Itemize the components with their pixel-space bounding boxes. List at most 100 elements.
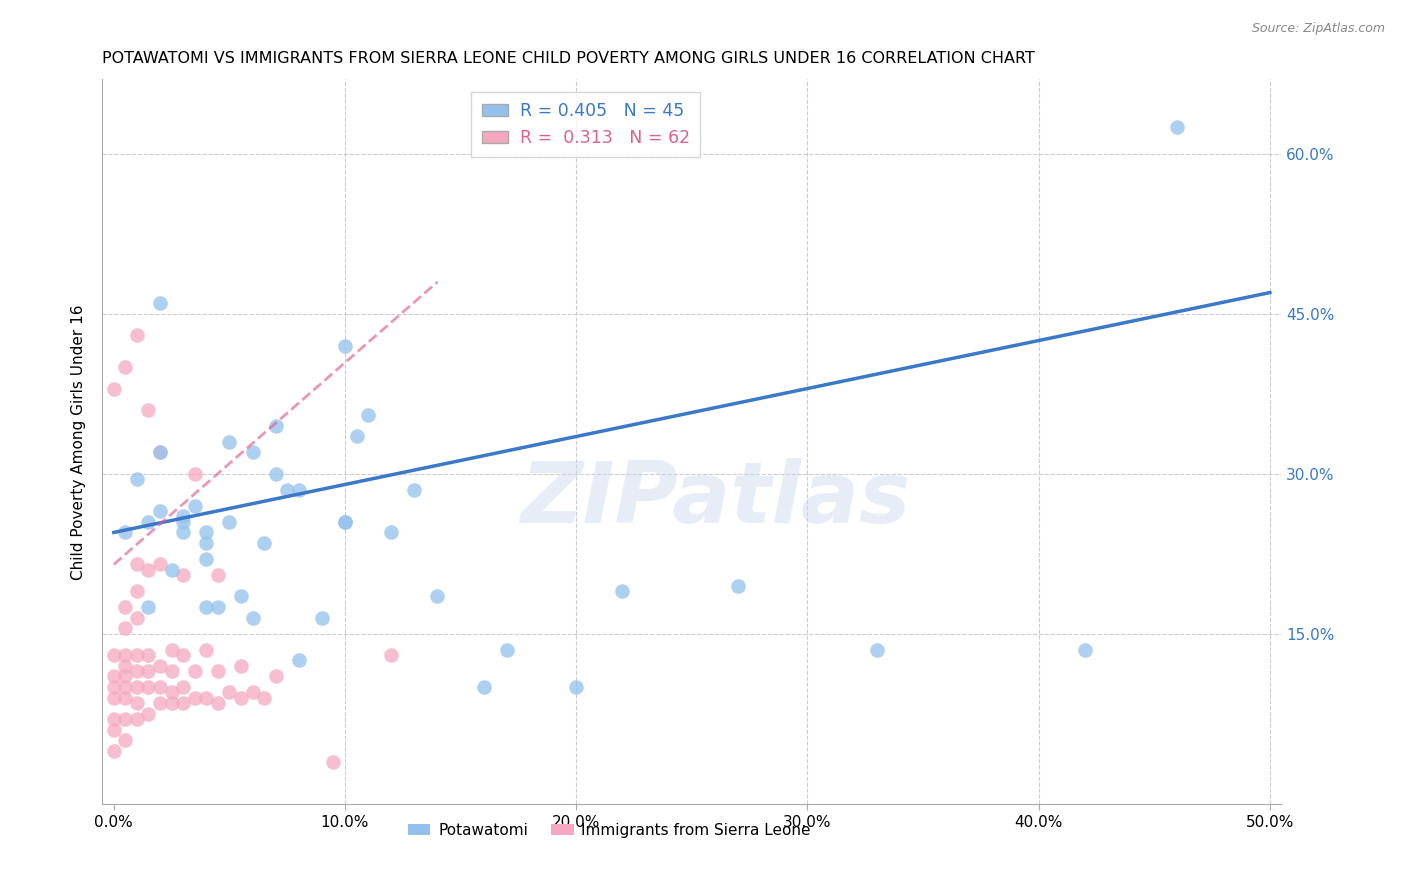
Point [138,648,160,662]
Point [276,483,298,497]
Point [103,690,125,705]
Point [114,733,136,747]
Point [160,664,183,678]
Point [125,611,148,625]
Point [114,658,136,673]
Point [125,558,148,572]
Point [612,584,634,599]
Point [149,296,172,310]
Point [207,568,229,582]
Point [114,648,136,662]
Point [172,696,194,710]
Point [218,515,240,529]
Point [264,467,287,481]
Point [183,664,205,678]
Point [495,642,517,657]
Point [472,680,495,694]
Point [195,536,218,550]
Point [1166,120,1188,135]
Point [172,680,194,694]
Point [183,467,205,481]
Point [287,483,309,497]
Point [114,621,136,635]
Point [183,690,205,705]
Point [242,685,264,699]
Point [1074,642,1097,657]
Point [114,690,136,705]
Point [114,712,136,726]
Point [125,648,148,662]
Point [218,434,240,449]
Point [346,429,368,443]
Point [322,755,344,769]
Point [229,658,252,673]
Point [333,339,356,353]
Point [125,664,148,678]
Y-axis label: Child Poverty Among Girls Under 16: Child Poverty Among Girls Under 16 [72,304,86,580]
Point [103,648,125,662]
Point [149,445,172,459]
Point [565,680,588,694]
Point [149,658,172,673]
Point [195,552,218,566]
Point [264,669,287,683]
Point [287,653,309,667]
Point [138,680,160,694]
Point [172,568,194,582]
Point [103,669,125,683]
Point [114,680,136,694]
Text: POTAWATOMI VS IMMIGRANTS FROM SIERRA LEONE CHILD POVERTY AMONG GIRLS UNDER 16 CO: POTAWATOMI VS IMMIGRANTS FROM SIERRA LEO… [103,51,1035,66]
Point [333,515,356,529]
Point [404,483,426,497]
Point [125,584,148,599]
Point [727,579,749,593]
Point [207,696,229,710]
Point [195,525,218,540]
Point [172,648,194,662]
Text: Source: ZipAtlas.com: Source: ZipAtlas.com [1251,22,1385,36]
Point [103,723,125,737]
Point [125,328,148,343]
Point [114,525,136,540]
Point [229,590,252,604]
Point [195,690,218,705]
Point [866,642,889,657]
Point [242,445,264,459]
Point [357,408,380,422]
Point [149,504,172,518]
Point [125,472,148,486]
Point [229,690,252,705]
Point [103,744,125,758]
Point [242,611,264,625]
Point [160,685,183,699]
Point [125,696,148,710]
Point [160,696,183,710]
Point [114,360,136,375]
Point [138,563,160,577]
Point [149,558,172,572]
Point [311,611,333,625]
Point [138,600,160,615]
Point [114,600,136,615]
Point [253,536,276,550]
Point [253,690,276,705]
Point [103,680,125,694]
Point [195,642,218,657]
Point [426,590,449,604]
Point [125,712,148,726]
Point [380,648,402,662]
Point [103,712,125,726]
Point [333,515,356,529]
Point [172,525,194,540]
Point [149,696,172,710]
Point [264,418,287,433]
Point [125,680,148,694]
Point [149,445,172,459]
Point [160,563,183,577]
Legend: Potawatomi, Immigrants from Sierra Leone: Potawatomi, Immigrants from Sierra Leone [402,816,817,844]
Point [218,685,240,699]
Point [160,642,183,657]
Point [172,509,194,524]
Point [380,525,402,540]
Point [195,600,218,615]
